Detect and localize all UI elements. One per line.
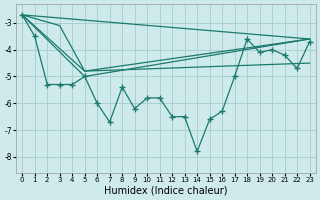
- X-axis label: Humidex (Indice chaleur): Humidex (Indice chaleur): [104, 186, 228, 196]
